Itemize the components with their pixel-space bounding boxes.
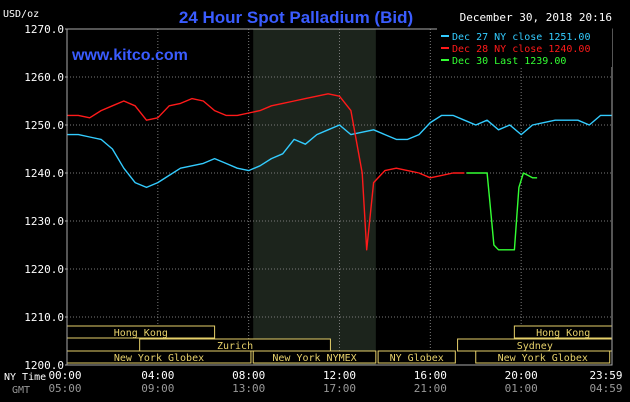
date-stamp: December 30, 2018 20:16	[460, 11, 612, 24]
x-tick-label-gmt: 01:00	[505, 382, 538, 395]
x-tick-label-ny: 00:00	[48, 369, 81, 382]
y-axis-ticks: 1270.0 1260.0 1250.0 1240.0 1230.0 1220.0 1210…	[24, 23, 67, 372]
session-label: Zurich	[217, 341, 253, 352]
y-tick-label: 1210.0	[24, 311, 64, 324]
session-box	[475, 350, 611, 364]
x-tick-label-gmt: 21:00	[414, 382, 447, 395]
session-box	[377, 350, 456, 364]
x-tick-label-ny: 04:00	[141, 369, 174, 382]
y-tick-label: 1200.0	[24, 359, 64, 372]
plot-border	[66, 28, 613, 366]
y-tick-label: 1250.0	[24, 119, 64, 132]
session-label: Hong Kong	[114, 328, 168, 339]
x-tick-label-ny: 16:00	[414, 369, 447, 382]
x-tick-label-gmt: 04:59	[589, 382, 622, 395]
session-label: New York Globex	[114, 353, 204, 364]
x-tick-label-ny: 20:00	[505, 369, 538, 382]
x-tick-label-gmt: 09:00	[141, 382, 174, 395]
y-tick-label: 1240.0	[24, 167, 64, 180]
session-label: New York NYMEX	[272, 353, 356, 364]
series-line	[67, 114, 612, 189]
chart-title: 24 Hour Spot Palladium (Bid)	[179, 8, 413, 27]
y-tick-label: 1230.0	[24, 215, 64, 228]
legend-box	[437, 27, 612, 67]
series-lines	[67, 93, 612, 251]
x-tick-label-gmt: 05:00	[48, 382, 81, 395]
legend-label: Dec 28 NY close 1240.00	[452, 44, 590, 55]
y-tick-label: 1270.0	[24, 23, 64, 36]
series-line	[67, 93, 465, 251]
x-tick-label-ny: 12:00	[323, 369, 356, 382]
x-tick-label-gmt: 17:00	[323, 382, 356, 395]
y-tick-label: 1260.0	[24, 71, 64, 84]
grid-lines	[67, 29, 612, 365]
unit-label: USD/oz	[3, 9, 39, 20]
legend-label: Dec 27 NY close 1251.00	[452, 32, 590, 43]
session-label: NY Globex	[390, 353, 444, 364]
y-tick-label: 1220.0	[24, 263, 64, 276]
series-line	[466, 172, 538, 251]
nymex-session-shading	[253, 29, 376, 365]
x-tick-label-ny: 08:00	[232, 369, 265, 382]
legend-label: Dec 30 Last 1239.00	[452, 56, 566, 67]
session-box	[252, 350, 377, 364]
gmt-row-label: GMT	[12, 385, 30, 396]
session-label: New York Globex	[498, 353, 588, 364]
ny-time-row-label: NY Time	[4, 372, 46, 383]
x-tick-label-gmt: 13:00	[232, 382, 265, 395]
session-label: Hong Kong	[536, 328, 590, 339]
x-tick-label-ny: 23:59	[589, 369, 622, 382]
session-label: Sydney	[517, 341, 553, 352]
kitco-watermark: www.kitco.com	[71, 47, 188, 64]
